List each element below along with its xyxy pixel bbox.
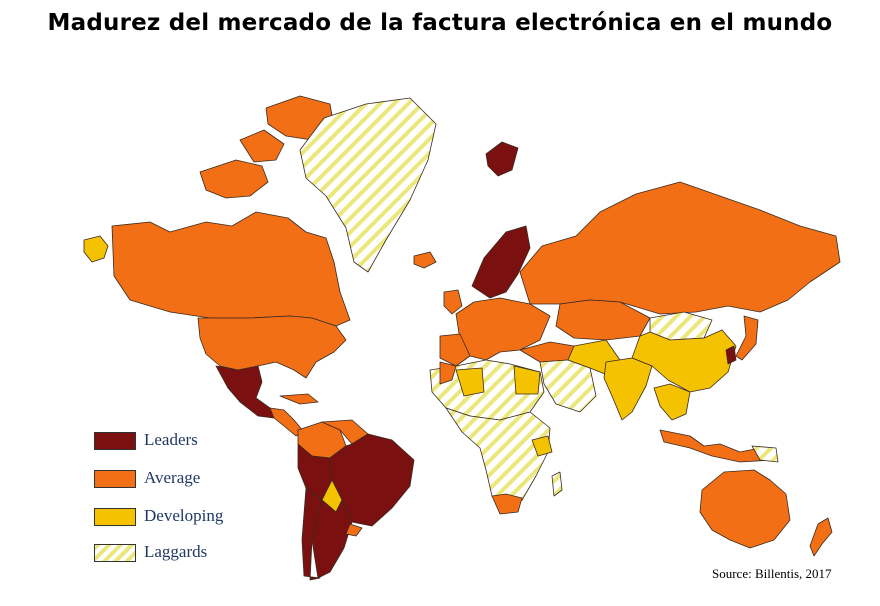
region-alaska [83,235,109,263]
legend-item-leaders: Leaders [94,430,294,456]
region-morocco [439,361,457,385]
region-russia [519,181,841,315]
region-mexico [215,365,275,419]
region-iceland [413,251,437,269]
region-south-africa [491,493,523,515]
legend-item-average: Average [94,468,294,494]
region-canada-islands-3 [239,129,285,163]
region-scandinavia [471,225,531,299]
legend-label-average: Average [144,468,201,487]
region-west-africa [455,367,485,397]
legend-swatch-developing [94,508,136,526]
legend-item-laggards: Laggards [94,542,294,568]
region-uk [443,289,463,315]
region-korea [725,345,737,365]
region-egypt [513,365,541,395]
legend-label-leaders: Leaders [144,430,198,449]
region-iberia [439,333,471,367]
legend-swatch-leaders [94,432,136,450]
region-argentina [311,499,353,579]
region-papua [751,445,779,463]
region-uruguay [345,523,363,537]
region-cuba [279,393,319,405]
region-canada-islands [199,159,269,199]
region-new-zealand [809,517,833,557]
region-usa [197,315,347,379]
region-sub-saharan-africa [445,407,551,513]
region-china [631,329,737,393]
legend-label-developing: Developing [144,506,224,525]
region-se-asia [653,383,691,421]
map-title: Madurez del mercado de la factura electr… [47,10,833,36]
region-japan [735,315,759,361]
region-svalbard [485,141,519,177]
region-greenland [299,97,437,273]
region-middle-east [539,359,597,413]
region-madagascar [551,471,563,497]
legend-label-laggards: Laggards [144,542,208,561]
region-australia [699,469,791,549]
legend-item-developing: Developing [94,506,294,532]
legend-swatch-average [94,470,136,488]
source-note: Source: Billentis, 2017 [712,566,832,581]
region-india [603,357,653,421]
region-canada [111,211,351,327]
legend-swatch-laggards [94,544,136,562]
region-kenya [531,435,553,457]
